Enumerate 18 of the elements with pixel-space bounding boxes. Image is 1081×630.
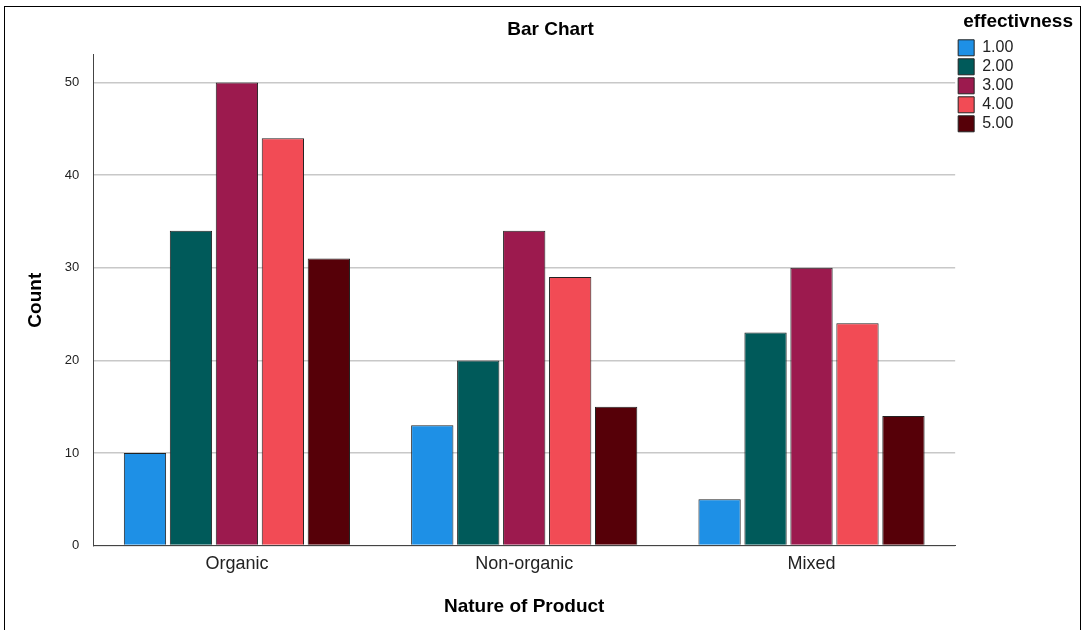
x-axis-title: Nature of Product [443,594,606,616]
y-tick-label: 50 [64,74,80,90]
legend-label: 2.00 [982,57,1014,75]
y-tick-label: 40 [64,166,80,182]
legend-label: 5.00 [982,114,1014,132]
y-tick-label: 30 [64,259,80,275]
legend-label: 4.00 [982,95,1014,113]
y-tick-label: 20 [64,351,80,367]
x-tick-label: Mixed [787,553,836,574]
legend-label: 3.00 [982,76,1014,94]
x-tick-label: Non-organic [475,553,574,574]
legend-title: effectivness [963,9,1073,31]
y-tick-label: 10 [64,444,80,460]
x-tick-label: Organic [205,553,269,574]
legend-label: 1.00 [982,38,1014,56]
y-tick-label: 0 [72,537,80,553]
chart-title: Bar Chart [507,17,595,39]
y-axis-title: Count [23,272,45,328]
